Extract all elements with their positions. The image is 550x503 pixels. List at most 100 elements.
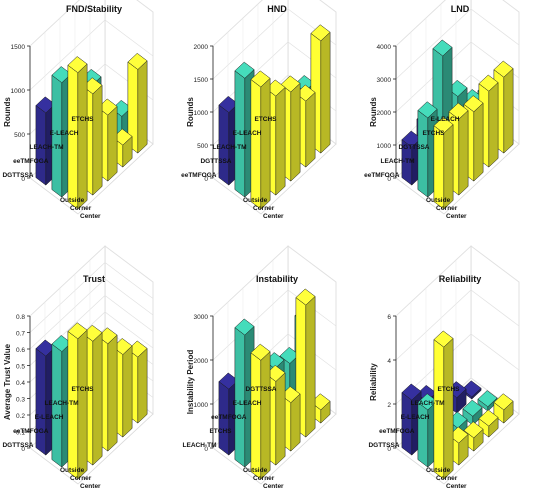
category-label: DGTTSSA xyxy=(2,172,33,179)
chart-title: Reliability xyxy=(439,274,482,284)
bar-top xyxy=(127,52,148,70)
y-tick-label: 0.2 xyxy=(16,413,25,420)
bar-top xyxy=(463,95,484,113)
series-label: Center xyxy=(263,483,284,490)
bar-face xyxy=(417,401,429,468)
y-axis-label: Average Trust Value xyxy=(3,343,12,420)
bar-center-leach-tm xyxy=(478,409,499,438)
y-tick-label: 2 xyxy=(387,402,391,409)
bar-top xyxy=(295,288,316,306)
series-label: Corner xyxy=(70,205,92,212)
bar-top xyxy=(448,426,469,444)
bar-top xyxy=(310,393,331,411)
gridline xyxy=(29,278,154,350)
y-tick-label: 0 xyxy=(204,446,208,453)
category-labels: DGTTSSA eeTMFOGA E-LEACH LEACH-TM ETCHS xyxy=(368,386,460,449)
bar-top xyxy=(295,84,316,102)
bar-center-etchs xyxy=(493,393,514,424)
y-tick-label: 0.3 xyxy=(16,397,25,404)
y-tick-label: 2000 xyxy=(194,44,209,51)
category-label: LEACH-TM xyxy=(183,442,217,449)
bar-top xyxy=(462,399,483,417)
bar-center-etchs xyxy=(127,52,148,154)
y-axis-label: Rounds xyxy=(3,97,12,127)
series-label: Outside xyxy=(243,197,268,204)
bar-face xyxy=(290,393,301,452)
y-tick-label: 1500 xyxy=(194,77,209,84)
y-tick-label: 0.4 xyxy=(16,380,25,387)
y-tick-label: 1500 xyxy=(11,44,26,51)
category-label: DGTTSSA xyxy=(245,386,276,393)
category-label: LEACH-TM xyxy=(411,400,445,407)
bar-top xyxy=(97,98,118,116)
panel-5: 0 1000 2000 3000 Instability Period Instabili… xyxy=(183,245,337,490)
category-label: E-LEACH xyxy=(35,414,64,421)
bar-top xyxy=(112,128,133,146)
bar-center-dgttssa xyxy=(67,322,88,480)
y-tick-label: 2000 xyxy=(194,358,209,365)
series-label: Outside xyxy=(60,197,85,204)
bar-face xyxy=(417,109,429,198)
series-label: Corner xyxy=(436,475,458,482)
y-tick-label: 0 xyxy=(387,446,391,453)
gridline xyxy=(212,0,337,47)
bar-corner-leach-tm xyxy=(462,399,483,426)
bar-face xyxy=(250,352,262,480)
bar-top xyxy=(461,380,482,398)
bar-top xyxy=(127,340,148,358)
bar-top xyxy=(280,75,301,93)
chart-title: Instability xyxy=(256,274,298,284)
category-label: ETCHS xyxy=(437,386,460,393)
category-label: DGTTSSA xyxy=(2,442,33,449)
bar-corner-eetmfoga xyxy=(234,61,255,198)
bar-face xyxy=(488,81,499,168)
y-axis: 0 1000 2000 3000 4000 xyxy=(377,44,397,183)
y-tick-label: 0 xyxy=(21,176,25,183)
bar-top xyxy=(477,390,498,408)
bar-face xyxy=(443,337,454,480)
category-label: ETCHS xyxy=(209,428,232,435)
gridline xyxy=(395,289,520,361)
series-label: Corner xyxy=(253,475,275,482)
category-label: LEACH-TM xyxy=(30,144,64,151)
y-tick-label: 0.1 xyxy=(16,430,25,437)
gridline xyxy=(395,0,520,47)
bar-top xyxy=(493,60,514,78)
gridline xyxy=(29,0,154,47)
bar-face xyxy=(275,372,286,466)
category-label: E-LEACH xyxy=(50,130,79,137)
gridline xyxy=(29,19,154,91)
gridline xyxy=(212,245,337,317)
category-label: eeTMFOGA xyxy=(13,428,49,435)
bar-face xyxy=(67,64,79,210)
series-label: Outside xyxy=(243,467,268,474)
bar-top xyxy=(234,61,255,79)
bar-face xyxy=(234,327,246,468)
series-label: Outside xyxy=(60,467,85,474)
panel-1: 0 500 1000 1500 Rounds FND/Stability DGTTSSA ee… xyxy=(2,0,154,220)
bar-top xyxy=(478,409,499,427)
bar-face xyxy=(107,105,118,182)
bar-face xyxy=(77,63,88,210)
y-axis: 0 500 1000 1500 2000 xyxy=(194,44,214,183)
y-tick-label: 4 xyxy=(387,358,391,365)
bar-top xyxy=(234,318,255,336)
y-axis: 0 2 4 6 xyxy=(387,314,397,453)
bar-top xyxy=(433,116,454,134)
bar-face xyxy=(503,67,514,154)
series-label: Outside xyxy=(426,197,451,204)
category-label: eeTMFOGA xyxy=(364,172,400,179)
y-tick-label: 1000 xyxy=(194,110,209,117)
bar-face xyxy=(92,332,103,466)
bar-top xyxy=(97,327,118,345)
bars xyxy=(35,322,148,480)
series-label: Corner xyxy=(253,205,275,212)
category-labels: eeTMFOGA LEACH-TM DGTTSSA ETCHS E-LEACH xyxy=(364,116,460,179)
category-labels: DGTTSSA eeTMFOGA LEACH-TM E-LEACH ETCHS xyxy=(2,116,94,179)
category-label: E-LEACH xyxy=(431,116,460,123)
bar-face xyxy=(433,339,445,480)
category-label: E-LEACH xyxy=(401,414,430,421)
category-label: eeTMFOGA xyxy=(13,158,49,165)
bar-face xyxy=(260,351,271,480)
